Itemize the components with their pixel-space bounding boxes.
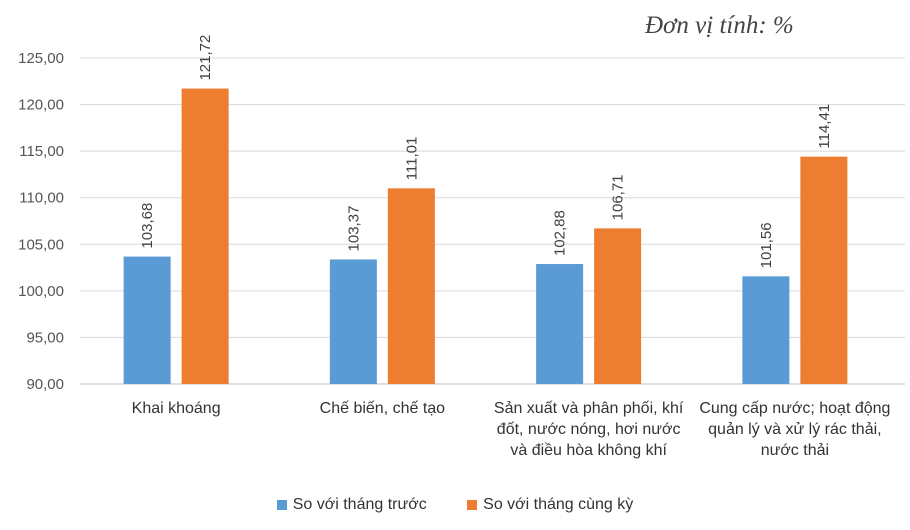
- data-label: 102,88: [552, 210, 569, 256]
- y-tick-label: 110,00: [19, 190, 64, 207]
- y-tick-label: 125,00: [18, 50, 64, 67]
- y-tick-label: 95,00: [26, 329, 64, 346]
- y-tick-label: 105,00: [18, 236, 64, 253]
- x-category-label: Khai khoáng: [131, 400, 221, 417]
- y-tick-label: 100,00: [18, 283, 64, 300]
- bar: [594, 228, 642, 384]
- x-category-label: Chế biến, chế tạo: [319, 400, 446, 417]
- bar: [181, 88, 229, 385]
- y-tick-label: 120,00: [18, 97, 64, 114]
- x-category-label: Cung cấp nước; hoạt động quản lý và xử l…: [699, 400, 891, 459]
- y-tick-label: 115,00: [19, 143, 64, 160]
- data-label: 106,71: [610, 174, 627, 220]
- bar: [329, 259, 377, 384]
- unit-label: Đơn vị tính: %: [645, 12, 794, 39]
- bar: [387, 188, 435, 384]
- data-label: 101,56: [758, 222, 775, 268]
- data-label: 103,68: [139, 203, 156, 249]
- data-label: 111,01: [403, 137, 420, 181]
- data-label: 103,37: [345, 206, 362, 252]
- legend-swatch: [467, 500, 478, 510]
- legend-item-previous-month: So với tháng trước: [276, 496, 427, 514]
- legend: So với tháng trước So với tháng cùng kỳ: [0, 496, 910, 515]
- bar: [123, 256, 171, 384]
- bar: [536, 264, 584, 384]
- data-label: 114,41: [816, 104, 833, 149]
- legend-label: So với tháng cùng kỳ: [483, 496, 634, 513]
- bar: [800, 156, 848, 384]
- x-category-label: Sản xuất và phân phối, khí đốt, nước nón…: [493, 400, 684, 459]
- legend-swatch: [276, 500, 287, 510]
- bar: [742, 276, 790, 384]
- legend-label: So với tháng trước: [292, 496, 427, 513]
- legend-item-same-period: So với tháng cùng kỳ: [467, 496, 633, 514]
- y-tick-label: 90,00: [26, 376, 64, 393]
- data-label: 121,72: [197, 35, 214, 81]
